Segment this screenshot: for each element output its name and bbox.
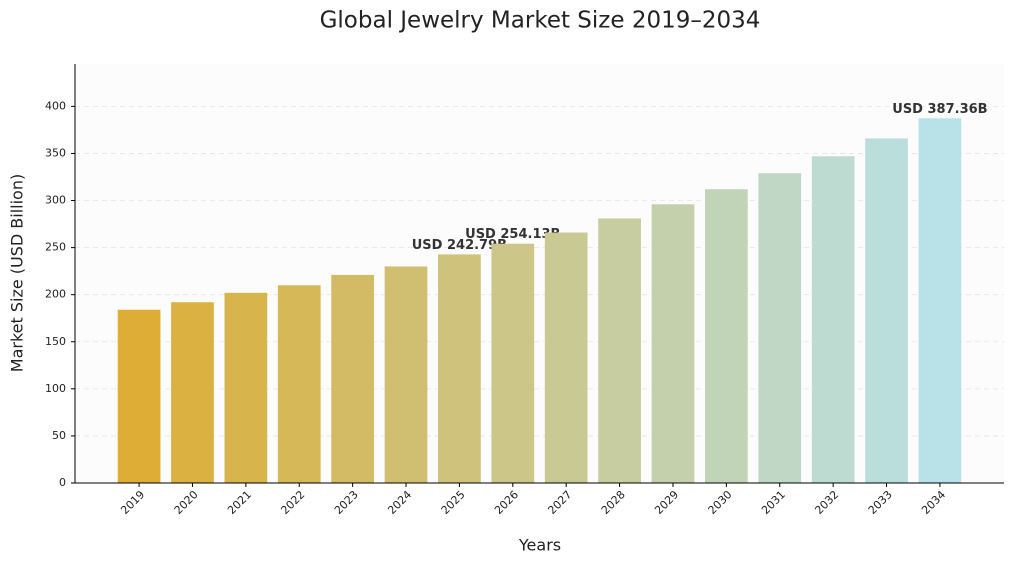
value-label: USD 387.36B bbox=[892, 102, 987, 117]
x-axis-label: Years bbox=[518, 536, 561, 555]
y-tick-label: 0 bbox=[59, 476, 66, 489]
x-tick-label: 2021 bbox=[225, 488, 254, 517]
bar bbox=[438, 254, 481, 483]
x-tick-label: 2024 bbox=[385, 488, 414, 517]
bar bbox=[865, 138, 908, 483]
bar bbox=[384, 266, 428, 483]
bar bbox=[918, 118, 962, 483]
x-tick-label: 2025 bbox=[439, 488, 468, 517]
y-tick-label: 50 bbox=[52, 429, 66, 442]
bar bbox=[544, 232, 588, 483]
x-tick-label: 2022 bbox=[278, 488, 307, 517]
x-tick-label: 2028 bbox=[599, 488, 628, 517]
x-tick-label: 2033 bbox=[866, 488, 895, 517]
y-tick-label: 200 bbox=[45, 288, 66, 301]
x-tick-label: 2031 bbox=[759, 488, 788, 517]
bar bbox=[705, 189, 748, 483]
y-tick-label: 400 bbox=[45, 99, 66, 112]
x-tick-label: 2019 bbox=[118, 488, 147, 517]
x-tick-label: 2034 bbox=[919, 488, 948, 517]
y-axis-label: Market Size (USD Billion) bbox=[8, 174, 27, 372]
x-tick-label: 2029 bbox=[652, 488, 681, 517]
chart-title: Global Jewelry Market Size 2019–2034 bbox=[320, 8, 761, 34]
bar bbox=[811, 156, 855, 483]
y-tick-label: 100 bbox=[45, 382, 66, 395]
bar bbox=[331, 274, 374, 483]
y-tick-label: 150 bbox=[45, 335, 66, 348]
bar bbox=[651, 204, 695, 484]
bar bbox=[171, 302, 214, 483]
bar bbox=[224, 292, 268, 483]
y-tick-label: 300 bbox=[45, 194, 66, 207]
x-tick-label: 2030 bbox=[706, 488, 735, 517]
bar bbox=[598, 218, 641, 484]
y-tick-label: 350 bbox=[45, 146, 66, 159]
bar bbox=[758, 173, 802, 483]
bar bbox=[117, 309, 161, 483]
x-tick-label: 2027 bbox=[545, 488, 574, 517]
plot-background bbox=[75, 64, 1004, 483]
x-tick-label: 2026 bbox=[492, 488, 521, 517]
bar bbox=[277, 285, 321, 483]
x-tick-label: 2032 bbox=[812, 488, 841, 517]
bar bbox=[491, 243, 535, 483]
value-label: USD 254.13B bbox=[465, 227, 560, 242]
y-tick-label: 250 bbox=[45, 241, 66, 254]
x-tick-label: 2023 bbox=[332, 488, 361, 517]
value-label: USD 242.79B bbox=[412, 238, 507, 253]
x-tick-label: 2020 bbox=[172, 488, 201, 517]
